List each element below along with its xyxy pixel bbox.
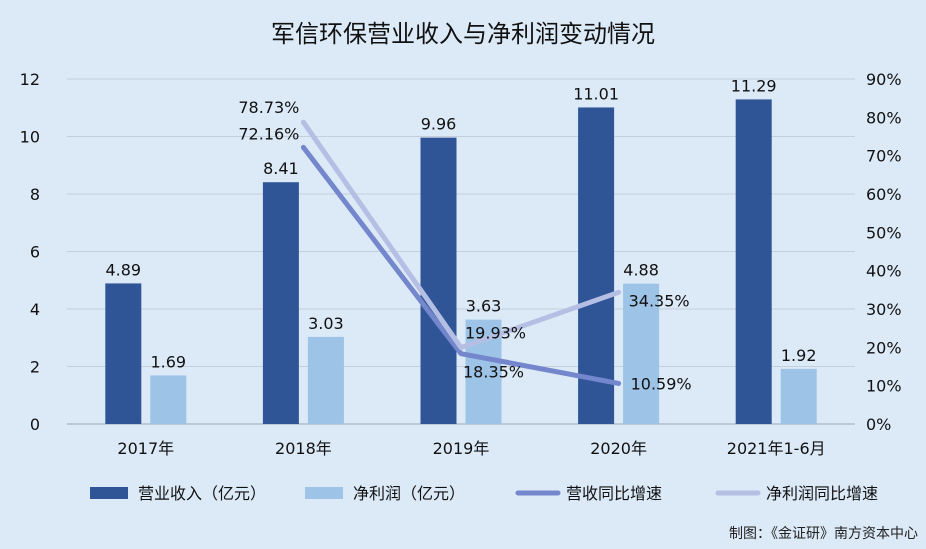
bar-value-label: 8.41 [263, 159, 299, 178]
bar [735, 99, 772, 424]
y-left-tick-label: 6 [30, 243, 40, 262]
series-line [300, 119, 622, 351]
line-value-label: 72.16% [238, 124, 299, 143]
bar-value-label: 1.92 [781, 346, 817, 365]
x-tick-label: 2020年 [590, 439, 647, 458]
bar-series [105, 99, 817, 425]
line-value-label: 18.35% [463, 363, 524, 382]
bar-value-label: 9.96 [421, 115, 457, 134]
y-left-tick-label: 4 [30, 300, 40, 319]
bar [307, 336, 344, 424]
line-value-label: 10.59% [631, 374, 692, 393]
bar-value-label: 4.89 [105, 260, 141, 279]
y-right-tick-label: 20% [866, 338, 902, 357]
legend-label: 净利润同比增速 [766, 484, 878, 503]
y-axis-left: 0 2 4 6 8 10 12 [20, 70, 40, 434]
legend-label: 营业收入（亿元） [138, 484, 266, 503]
y-left-tick-label: 10 [20, 128, 40, 147]
legend: 营业收入（亿元） 净利润（亿元） 营收同比增速 净利润同比增速 [90, 484, 878, 503]
line-series [300, 119, 622, 386]
bar [780, 368, 817, 424]
legend-label: 营收同比增速 [566, 484, 662, 503]
y-right-tick-label: 60% [866, 185, 902, 204]
y-right-tick-label: 10% [866, 377, 902, 396]
y-right-tick-label: 30% [866, 300, 902, 319]
y-right-tick-label: 80% [866, 108, 902, 127]
bar [578, 107, 615, 425]
bar [420, 137, 457, 424]
data-labels: 4.89 1.69 8.41 3.03 9.96 3.63 11.01 4.88 11.29 1.… [105, 76, 816, 393]
bar-value-label: 3.63 [466, 297, 502, 316]
y-right-tick-label: 90% [866, 70, 902, 89]
y-left-tick-label: 0 [30, 415, 40, 434]
x-tick-label: 2019年 [433, 439, 490, 458]
line-value-label: 34.35% [629, 291, 690, 310]
legend-swatch [305, 487, 343, 499]
bar-value-label: 1.69 [150, 352, 186, 371]
bar-value-label: 4.88 [623, 261, 659, 280]
bar-value-label: 3.03 [308, 314, 344, 333]
y-right-tick-label: 50% [866, 223, 902, 242]
bar-value-label: 11.29 [731, 76, 777, 95]
bar [623, 283, 660, 424]
y-left-tick-label: 2 [30, 358, 40, 377]
legend-label: 净利润（亿元） [353, 484, 465, 503]
grid-lines [67, 78, 855, 425]
bar [262, 182, 299, 424]
x-axis: 2017年 2018年 2019年 2020年 2021年1-6月 [117, 439, 825, 458]
legend-swatch [90, 487, 128, 499]
y-right-tick-label: 40% [866, 262, 902, 281]
chart-title: 军信环保营业收入与净利润变动情况 [271, 20, 655, 48]
y-left-tick-label: 8 [30, 185, 40, 204]
x-tick-label: 2021年1-6月 [727, 439, 826, 458]
line-value-label: 78.73% [238, 98, 299, 117]
series-line [300, 144, 622, 386]
x-tick-label: 2017年 [117, 439, 174, 458]
line-value-label: 19.93% [465, 324, 526, 343]
bar-value-label: 11.01 [573, 84, 619, 103]
x-tick-label: 2018年 [275, 439, 332, 458]
bar [150, 375, 187, 424]
y-axis-right: 0% 10% 20% 30% 40% 50% 60% 70% 80% 90% [866, 70, 902, 434]
y-left-tick-label: 12 [20, 70, 40, 89]
bar [105, 283, 142, 424]
y-right-tick-label: 0% [866, 415, 891, 434]
y-right-tick-label: 70% [866, 147, 902, 166]
chart-credit: 制图：《金证研》南方资本中心 [729, 526, 918, 542]
